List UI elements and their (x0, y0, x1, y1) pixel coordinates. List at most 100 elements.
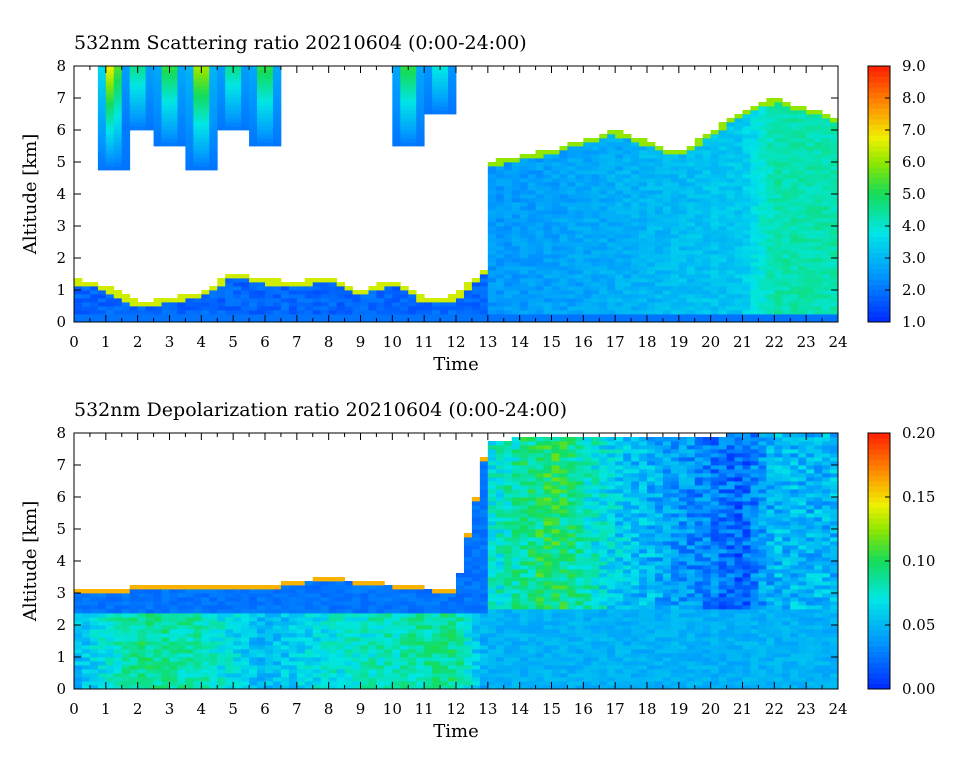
heatmap-cell (726, 290, 735, 295)
heatmap-cell (217, 661, 226, 666)
heatmap-cell (575, 170, 584, 175)
heatmap-cell (336, 645, 345, 650)
heatmap-cell (814, 174, 823, 179)
heatmap-cell (830, 298, 838, 303)
heatmap-cell (694, 210, 704, 215)
heatmap-cell (416, 106, 425, 111)
heatmap-cell (806, 290, 815, 295)
heatmap-cell (169, 90, 178, 95)
heatmap-cell (511, 178, 521, 183)
colorbar-swatch (868, 108, 890, 115)
heatmap-cell (145, 613, 154, 618)
heatmap-cell (559, 150, 568, 155)
heatmap-cell (113, 661, 123, 666)
heatmap-cell (177, 625, 186, 630)
heatmap-cell (702, 178, 712, 183)
heatmap-cell (543, 154, 552, 159)
heatmap-cell (161, 130, 170, 135)
heatmap-cell (74, 593, 83, 598)
heatmap-cell (495, 274, 505, 279)
heatmap-cell (726, 126, 735, 131)
heatmap-cell (487, 206, 497, 211)
heatmap-cell (734, 142, 743, 147)
heatmap-cell (225, 302, 234, 307)
heatmap-cell (408, 589, 417, 594)
heatmap-cell (599, 258, 608, 263)
heatmap-cell (177, 294, 186, 299)
heatmap-cell (225, 661, 234, 666)
heatmap-cell (670, 290, 680, 295)
heatmap-cell (241, 282, 250, 287)
heatmap-cell (161, 609, 170, 614)
heatmap-cell (408, 310, 417, 315)
heatmap-cell (726, 274, 735, 279)
heatmap-cell (726, 190, 735, 195)
heatmap-cell (312, 605, 322, 610)
heatmap-cell (97, 94, 107, 99)
heatmap-cell (161, 70, 170, 75)
heatmap-cell (249, 593, 258, 598)
heatmap-cell (217, 110, 226, 115)
heatmap-cell (734, 170, 743, 175)
heatmap-cell (559, 270, 568, 275)
heatmap-cell (400, 302, 409, 307)
heatmap-cell (304, 581, 314, 586)
heatmap-cell (662, 294, 672, 299)
heatmap-cell (750, 230, 759, 235)
heatmap-cell (790, 242, 799, 247)
heatmap-cell (511, 202, 521, 207)
heatmap-cell (726, 294, 735, 299)
heatmap-cell (662, 202, 672, 207)
heatmap-cell (495, 158, 505, 163)
heatmap-cell (662, 278, 672, 283)
heatmap-cell (272, 282, 282, 287)
heatmap-cell (312, 637, 322, 642)
heatmap-cell (662, 214, 672, 219)
heatmap-cell (249, 82, 258, 87)
heatmap-cell (487, 621, 497, 626)
heatmap-cell (814, 222, 823, 227)
heatmap-cell (432, 90, 441, 95)
heatmap-cell (384, 645, 393, 650)
heatmap-cell (479, 525, 489, 530)
heatmap-cell (233, 637, 242, 642)
heatmap-cell (121, 310, 131, 315)
heatmap-cell (654, 182, 664, 187)
heatmap-cell (567, 298, 576, 303)
heatmap-cell (344, 593, 353, 598)
heatmap-cell (97, 593, 107, 598)
heatmap-cell (742, 158, 751, 163)
heatmap-cell (185, 98, 194, 103)
heatmap-cell (487, 649, 497, 654)
heatmap-cell (742, 266, 751, 271)
heatmap-cell (81, 601, 91, 606)
heatmap-cell (527, 186, 536, 191)
heatmap-cell (336, 657, 345, 662)
heatmap-cell (503, 669, 513, 674)
heatmap-cell (97, 605, 107, 610)
heatmap-cell (288, 617, 298, 622)
heatmap-cell (750, 162, 759, 167)
heatmap-cell (241, 657, 250, 662)
heatmap-cell (503, 457, 513, 462)
heatmap-cell (599, 186, 608, 191)
heatmap-cell (583, 242, 592, 247)
heatmap-cell (456, 657, 465, 662)
heatmap-cell (662, 254, 672, 259)
heatmap-cell (543, 278, 552, 283)
heatmap-cell (718, 158, 727, 163)
heatmap-cell (710, 230, 720, 235)
heatmap-cell (479, 286, 489, 291)
heatmap-cell (344, 589, 353, 594)
heatmap-cell (288, 669, 298, 674)
heatmap-cell (304, 290, 314, 295)
heatmap-cell (654, 286, 664, 291)
heatmap-cell (503, 565, 513, 570)
heatmap-cell (742, 198, 751, 203)
heatmap-cell (400, 589, 409, 594)
heatmap-cell (471, 537, 481, 542)
x-tick-label: 22 (765, 333, 784, 351)
heatmap-cell (185, 645, 194, 650)
heatmap-cell (408, 138, 417, 143)
heatmap-cell (185, 118, 194, 123)
